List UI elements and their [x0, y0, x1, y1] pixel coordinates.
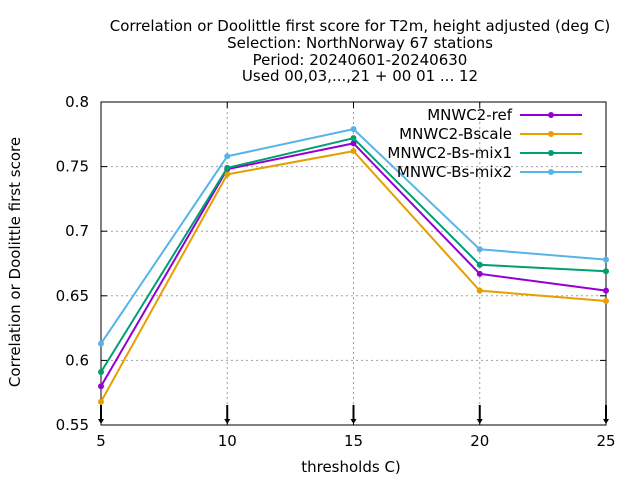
data-point — [98, 340, 104, 347]
data-point — [476, 261, 483, 268]
series-line — [100, 128, 607, 345]
y-axis-ticks: 0.55 0.6 0.65 0.7 0.75 0.8 — [56, 93, 606, 434]
data-point — [476, 287, 483, 294]
y-tick-label: 0.7 — [65, 222, 89, 240]
x-axis-ticks: 5 10 15 20 25 — [96, 102, 616, 450]
title-line-4: Used 00,03,...,21 + 00 01 ... 12 — [242, 67, 478, 85]
x-arrow-head — [476, 419, 483, 424]
data-point — [476, 246, 483, 253]
legend-label: MNWC2-Bs-mix1 — [387, 144, 512, 162]
legend-label: MNWC2-ref — [427, 106, 512, 124]
series-group — [98, 148, 609, 405]
data-point — [350, 148, 357, 155]
x-tick-label: 15 — [344, 432, 363, 450]
legend-swatch-point — [548, 169, 554, 175]
data-point — [603, 268, 609, 275]
x-arrow-head — [603, 419, 609, 424]
data-point — [224, 171, 231, 178]
data-point — [98, 369, 104, 376]
x-arrow-head — [98, 419, 104, 424]
data-point — [224, 153, 231, 160]
title-line-3: Period: 20240601-20240630 — [253, 51, 468, 69]
data-point — [350, 126, 357, 133]
legend-label: MNWC-Bs-mix2 — [397, 163, 512, 181]
legend-swatch-point — [548, 131, 554, 137]
series — [98, 126, 609, 405]
data-point — [350, 135, 357, 142]
data-point — [350, 140, 357, 147]
data-point — [224, 164, 231, 171]
data-point — [603, 287, 609, 294]
legend-entry: MNWC-Bs-mix2 — [397, 163, 582, 181]
y-tick-label: 0.6 — [65, 351, 89, 369]
y-tick-label: 0.65 — [56, 287, 89, 305]
title-line-2: Selection: NorthNorway 67 stations — [227, 34, 493, 52]
series-group — [98, 140, 609, 390]
x-tick-label: 20 — [470, 432, 489, 450]
series-group — [98, 126, 609, 347]
legend: MNWC2-refMNWC2-BscaleMNWC2-Bs-mix1MNWC-B… — [387, 106, 582, 181]
x-tick-label: 10 — [218, 432, 237, 450]
title-line-1: Correlation or Doolittle first score for… — [110, 17, 611, 35]
legend-entry: MNWC2-Bscale — [399, 125, 582, 143]
chart-title: Correlation or Doolittle first score for… — [110, 17, 611, 85]
y-tick-label: 0.55 — [56, 416, 89, 434]
data-point — [476, 270, 483, 277]
data-point — [603, 256, 609, 263]
series-group — [98, 135, 609, 376]
y-tick-label: 0.75 — [56, 158, 89, 176]
data-point — [98, 383, 104, 390]
legend-entry: MNWC2-ref — [427, 106, 582, 124]
data-point — [98, 398, 104, 405]
legend-swatch-point — [548, 112, 554, 118]
legend-entry: MNWC2-Bs-mix1 — [387, 144, 582, 162]
x-arrow-head — [350, 419, 357, 424]
data-point — [603, 297, 609, 304]
x-tick-label: 25 — [596, 432, 615, 450]
y-axis-label: Correlation or Doolittle first score — [6, 137, 24, 387]
legend-label: MNWC2-Bscale — [399, 125, 512, 143]
legend-swatch-point — [548, 150, 554, 156]
y-tick-label: 0.8 — [65, 93, 89, 111]
x-axis-label: thresholds C) — [301, 458, 401, 476]
x-tick-label: 5 — [96, 432, 106, 450]
x-arrow-head — [224, 419, 231, 424]
